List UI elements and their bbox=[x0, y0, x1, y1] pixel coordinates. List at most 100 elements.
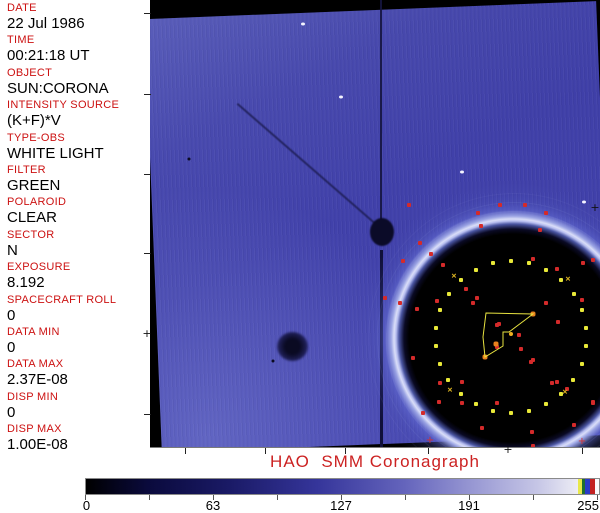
red-plus-mark: + bbox=[577, 435, 587, 447]
yellow-circle-dot bbox=[474, 268, 478, 272]
field-label: DATA MIN bbox=[7, 325, 60, 338]
metadata-field: SPACECRAFT ROLL 0 bbox=[0, 294, 150, 326]
yellow-circle-dot bbox=[584, 344, 588, 348]
yellow-circle-dot bbox=[491, 409, 495, 413]
intensity-colorbar[interactable] bbox=[85, 478, 600, 495]
metadata-field: POLAROID CLEAR bbox=[0, 196, 150, 228]
field-value: GREEN bbox=[7, 176, 61, 194]
occulter-pylon-upper bbox=[380, 0, 382, 233]
red-calibration-dot bbox=[565, 387, 569, 391]
field-value: (K+F)*V bbox=[7, 112, 61, 130]
field-value: 00:21:18 UT bbox=[7, 47, 90, 65]
frame-tick-bottom bbox=[265, 448, 266, 454]
annotation-overlay: × × × × + + bbox=[150, 0, 600, 447]
field-value: WHITE LIGHT bbox=[7, 144, 104, 162]
yellow-circle-dot bbox=[509, 411, 513, 415]
field-label: FILTER bbox=[7, 163, 46, 176]
colorbar-tick-label: 255 bbox=[577, 498, 599, 513]
red-calibration-dot bbox=[479, 224, 483, 228]
red-calibration-dot bbox=[529, 360, 533, 364]
field-value: 0 bbox=[7, 403, 16, 421]
yellow-circle-dot bbox=[527, 409, 531, 413]
field-value: 22 Jul 1986 bbox=[7, 15, 85, 32]
colorbar-tick bbox=[213, 495, 214, 500]
field-label: DATE bbox=[7, 2, 37, 14]
frame-tick-left bbox=[144, 414, 151, 415]
red-calibration-dot bbox=[581, 261, 585, 265]
red-plus-mark: + bbox=[425, 434, 435, 446]
red-calibration-dot bbox=[544, 301, 548, 305]
metadata-field: DATA MIN 0 bbox=[0, 326, 150, 358]
colorbar-tick bbox=[341, 495, 342, 500]
red-calibration-dot bbox=[437, 400, 441, 404]
red-calibration-dot bbox=[411, 356, 415, 360]
red-calibration-dot bbox=[415, 307, 419, 311]
field-label: TYPE-OBS bbox=[7, 131, 66, 144]
yellow-circle-dot bbox=[559, 278, 563, 282]
field-label: EXPOSURE bbox=[7, 261, 71, 274]
yellow-circle-dot bbox=[447, 292, 451, 296]
colorbar-tick bbox=[533, 495, 534, 500]
field-label: POLAROID bbox=[7, 196, 67, 209]
colorbar-tick-label: 0 bbox=[82, 498, 91, 513]
yellow-circle-dot bbox=[580, 308, 584, 312]
yellow-circle-dot bbox=[580, 362, 584, 366]
frame-tick-left bbox=[144, 13, 151, 14]
colorbar-tick bbox=[597, 495, 598, 500]
red-calibration-dot bbox=[591, 400, 595, 404]
red-calibration-dot bbox=[495, 323, 499, 327]
star-speck bbox=[301, 22, 305, 26]
disk-center-dot bbox=[509, 332, 513, 336]
colorbar-end-stripe bbox=[585, 479, 590, 494]
fiducial-plus-mark: + bbox=[142, 326, 152, 340]
star-speck bbox=[582, 200, 586, 204]
metadata-field: EXPOSURE 8.192 bbox=[0, 261, 150, 293]
red-calibration-dot bbox=[517, 333, 521, 337]
red-calibration-dot bbox=[460, 380, 464, 384]
orange-vertex-dot bbox=[493, 341, 499, 347]
colorbar-tick bbox=[405, 495, 406, 500]
yellow-circle-dot bbox=[509, 259, 513, 263]
red-calibration-dot bbox=[555, 380, 559, 384]
lens-ghost-spot bbox=[277, 332, 308, 361]
metadata-field: DATA MAX 2.37E-08 bbox=[0, 358, 150, 390]
yellow-circle-dot bbox=[474, 402, 478, 406]
red-calibration-dot bbox=[401, 259, 405, 263]
red-calibration-dot bbox=[476, 211, 480, 215]
red-calibration-dot bbox=[538, 228, 542, 232]
red-calibration-dot bbox=[495, 401, 499, 405]
red-calibration-dot bbox=[464, 287, 468, 291]
colorbar-tick bbox=[149, 495, 150, 500]
dust-speck bbox=[187, 157, 191, 161]
yellow-circle-dot bbox=[544, 402, 548, 406]
metadata-field: TYPE-OBS WHITE LIGHT bbox=[0, 132, 150, 164]
red-calibration-dot bbox=[523, 203, 527, 207]
yellow-circle-dot bbox=[559, 392, 563, 396]
red-calibration-dot bbox=[556, 320, 560, 324]
coronagraph-image[interactable]: × × × × + + bbox=[150, 0, 600, 447]
frame-tick-left bbox=[144, 94, 151, 95]
yellow-circle-dot bbox=[572, 292, 576, 296]
red-calibration-dot bbox=[498, 203, 502, 207]
metadata-sidebar: DATE 22 Jul 1986 TIME 00:21:18 UT OBJECT SUN:… bbox=[0, 0, 150, 453]
red-calibration-dot bbox=[418, 241, 422, 245]
red-calibration-dot bbox=[435, 299, 439, 303]
yellow-circle-dot bbox=[584, 326, 588, 330]
red-calibration-dot bbox=[471, 301, 475, 305]
frame-tick-left bbox=[144, 253, 151, 254]
feature-contour-svg bbox=[482, 312, 535, 358]
field-label: SPACECRAFT ROLL bbox=[7, 293, 117, 306]
red-calibration-dot bbox=[531, 257, 535, 261]
yellow-circle-dot bbox=[527, 261, 531, 265]
frame-tick-bottom bbox=[428, 448, 429, 454]
metadata-field: DISP MIN 0 bbox=[0, 391, 150, 423]
field-label: SECTOR bbox=[7, 228, 55, 241]
field-value: SUN:CORONA bbox=[7, 79, 109, 97]
red-calibration-dot bbox=[519, 347, 523, 351]
yellow-circle-dot bbox=[438, 362, 442, 366]
red-calibration-dot bbox=[407, 203, 411, 207]
red-calibration-dot bbox=[421, 411, 425, 415]
colorbar-tick-label: 191 bbox=[458, 498, 480, 513]
fiducial-plus-mark: + bbox=[503, 442, 513, 456]
